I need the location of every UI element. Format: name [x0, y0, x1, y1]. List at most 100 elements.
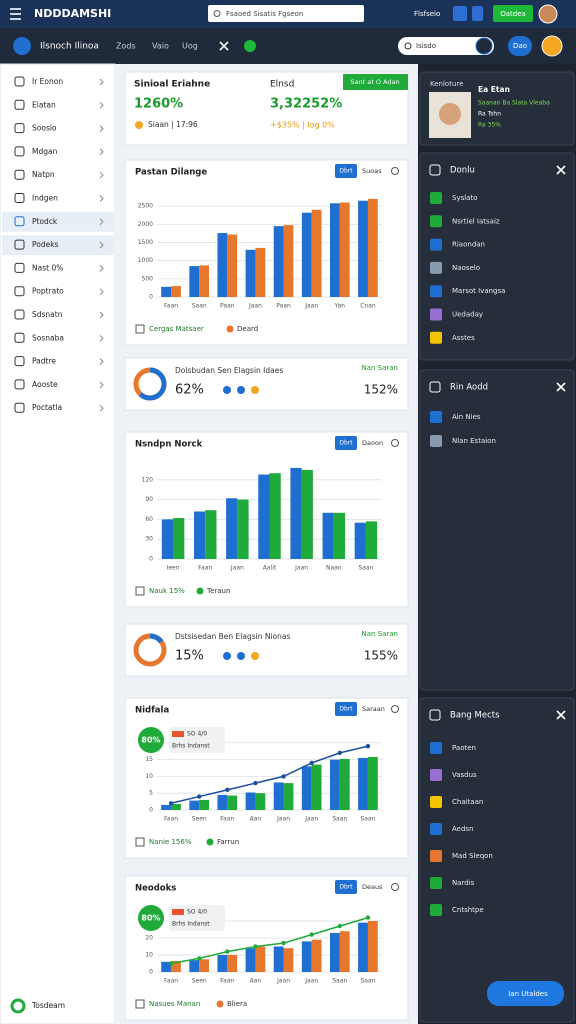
button-text: Oatdea: [500, 10, 526, 18]
nav-tab[interactable]: Uog: [182, 42, 198, 51]
nav-button[interactable]: [508, 36, 532, 56]
bar: [269, 473, 281, 559]
nav-search[interactable]: [398, 37, 494, 55]
nav-item[interactable]: Padtre: [32, 357, 56, 366]
close-icon[interactable]: [219, 41, 229, 51]
menu-icon[interactable]: [10, 8, 21, 20]
nav-item[interactable]: Sdsnatn: [32, 310, 63, 319]
badge-label: Deaus: [362, 883, 383, 891]
close-icon[interactable]: [556, 382, 566, 392]
panel-item[interactable]: Vasdus: [452, 771, 477, 779]
panel-item[interactable]: Chaitaan: [452, 798, 483, 806]
panel-item[interactable]: Nardis: [452, 879, 475, 887]
legend-swatch: [206, 838, 214, 846]
active-row: [2, 211, 114, 232]
panel-item[interactable]: Nlan Estaion: [452, 437, 496, 445]
panel: [419, 152, 575, 361]
panel-item[interactable]: Paoten: [452, 744, 476, 752]
summary-meta: +$35% | log 0%: [270, 121, 335, 130]
trend-line: [170, 745, 369, 805]
active-row: [2, 235, 114, 256]
summary-value: 3,32252%: [270, 97, 342, 112]
chart-badge[interactable]: [335, 436, 357, 450]
nav-item[interactable]: Ir Eonon: [32, 77, 63, 86]
panel-item[interactable]: Mad Sleqon: [452, 852, 493, 860]
profile-line: Ra Tshn: [478, 111, 501, 118]
chart-menu[interactable]: [391, 705, 399, 713]
nav-tab[interactable]: Vaio: [152, 42, 169, 51]
icon-button[interactable]: [472, 6, 483, 21]
nav-item[interactable]: Nast 0%: [32, 263, 63, 272]
close-icon[interactable]: [556, 710, 566, 720]
chart-badge[interactable]: [335, 164, 357, 178]
chart-title: Nidfala: [135, 706, 169, 716]
chart-menu[interactable]: [391, 883, 399, 891]
chart-menu[interactable]: [391, 167, 399, 175]
bar: [322, 512, 334, 559]
nav-item[interactable]: Indgen: [32, 194, 58, 203]
panel-item[interactable]: Ain Nies: [452, 413, 481, 421]
nav-item[interactable]: Aooste: [32, 380, 58, 389]
y-tick-label: 90: [145, 496, 153, 503]
legend-icon: [135, 586, 145, 596]
bar: [193, 511, 206, 559]
trend-point: [225, 787, 230, 793]
nav-item[interactable]: Sosnaba: [32, 333, 64, 342]
close-icon[interactable]: [556, 165, 566, 175]
icon-button[interactable]: [453, 6, 467, 21]
search-text: Fsaoed Sisatis Fgseon: [226, 10, 303, 18]
y-tick-label: 5: [149, 790, 153, 797]
chart-badge[interactable]: [335, 702, 357, 716]
nav-item[interactable]: Elatan: [32, 100, 56, 109]
item-icon: [430, 285, 442, 298]
avatar[interactable]: [541, 35, 563, 57]
trend-point: [281, 940, 286, 946]
nav-item[interactable]: Poptrato: [32, 287, 64, 296]
nav-item[interactable]: Sooslo: [32, 124, 57, 133]
search-go[interactable]: [475, 37, 493, 55]
chart-badge[interactable]: [335, 880, 357, 894]
panel-item[interactable]: Riaondan: [452, 241, 485, 249]
nav-item[interactable]: Podeks: [32, 240, 59, 249]
x-tick-label: Aan: [250, 978, 262, 985]
panel-item[interactable]: Nsrtiel Iatsaiz: [452, 217, 500, 225]
panel-title: Bang Mects: [450, 711, 500, 721]
legend-label: Teraun: [206, 587, 230, 595]
panel-item[interactable]: Uedaday: [452, 311, 483, 319]
panel-title: Donlu: [450, 166, 475, 176]
panel-item[interactable]: Cntshtpe: [452, 906, 484, 914]
nav-item[interactable]: Mdgan: [32, 147, 58, 156]
status-dot: [244, 40, 256, 52]
panel-item[interactable]: Naoselo: [452, 264, 480, 272]
bar: [367, 756, 378, 810]
nav-item[interactable]: Ptodck: [32, 217, 58, 226]
summary-button[interactable]: [343, 74, 408, 90]
legend-icon: [135, 837, 145, 847]
bar: [227, 795, 238, 810]
search-icon: [213, 10, 221, 17]
side-value: 152%: [364, 383, 398, 397]
bar: [311, 939, 322, 972]
panel-item[interactable]: Aedsn: [452, 825, 474, 833]
panel-item[interactable]: Asstes: [452, 334, 475, 342]
bar: [311, 764, 322, 810]
dot: [251, 386, 259, 394]
panel-button[interactable]: [487, 981, 564, 1006]
panel-item[interactable]: Syslato: [452, 194, 478, 202]
donut-arc: [133, 367, 167, 401]
badge-label: Suoas: [362, 167, 382, 175]
trend-point: [253, 780, 258, 786]
chevron: [99, 101, 104, 109]
chart-menu[interactable]: [391, 439, 399, 447]
panel-item[interactable]: Marsot Ivangsa: [452, 287, 505, 295]
x-tick-label: Saan: [360, 978, 375, 985]
y-tick-label: 0: [149, 969, 153, 976]
search-box[interactable]: [208, 5, 364, 22]
trend-point: [309, 932, 314, 937]
bar: [171, 960, 181, 972]
nav-tab[interactable]: Zods: [116, 42, 136, 51]
avatar[interactable]: [538, 4, 558, 24]
top-button[interactable]: [493, 5, 533, 22]
nav-item[interactable]: Natpn: [32, 170, 55, 179]
nav-item[interactable]: Poctatla: [32, 403, 62, 412]
